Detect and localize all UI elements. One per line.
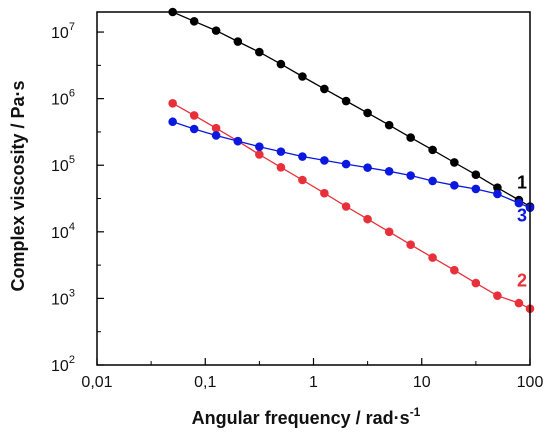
y-tick-label: 103	[51, 287, 75, 308]
data-point	[211, 123, 221, 133]
data-point	[320, 84, 329, 94]
data-point	[255, 150, 264, 159]
data-point	[363, 108, 372, 118]
data-point	[189, 17, 199, 26]
y-axis-label: Complex viscosity / Pa·s	[8, 80, 28, 291]
y-tick-label: 107	[51, 21, 75, 42]
data-point	[298, 152, 307, 161]
data-point	[428, 145, 437, 155]
data-point	[514, 298, 524, 308]
y-tick-label: 106	[51, 88, 75, 109]
data-point	[255, 142, 264, 151]
y-tick-label: 104	[51, 221, 75, 242]
data-point	[493, 291, 502, 300]
data-point	[493, 183, 502, 192]
data-point	[168, 117, 177, 127]
x-axis-label-text: Angular frequency / rad·s	[192, 408, 410, 428]
y-tick-exponent: 6	[69, 88, 75, 100]
data-point	[320, 188, 329, 198]
x-tick-label: 100	[517, 374, 544, 391]
series-label-3: 3	[517, 206, 527, 226]
series-label-2: 2	[517, 271, 527, 291]
y-tick-base: 10	[51, 158, 69, 175]
series-2: 2	[168, 99, 535, 314]
y-tick-base: 10	[51, 25, 69, 42]
y-tick-exponent: 7	[69, 21, 75, 33]
data-point	[406, 240, 415, 250]
data-point	[493, 189, 502, 199]
data-point	[341, 159, 351, 169]
x-tick-label: 0,01	[81, 374, 112, 391]
data-point	[255, 47, 264, 57]
data-point	[320, 156, 329, 165]
data-point	[428, 176, 437, 186]
data-point	[168, 99, 177, 108]
data-point	[341, 96, 351, 106]
data-point	[384, 167, 394, 176]
data-point	[189, 111, 199, 120]
data-point	[450, 180, 459, 190]
data-point	[189, 124, 199, 134]
data-point	[428, 253, 437, 262]
data-point	[450, 158, 459, 167]
y-tick-base: 10	[51, 92, 69, 109]
data-point	[276, 163, 286, 172]
y-tick-exponent: 2	[69, 354, 75, 366]
data-point	[450, 265, 459, 275]
data-point	[384, 227, 394, 237]
x-tick-label: 1	[309, 374, 318, 391]
data-point	[471, 170, 481, 180]
y-tick-exponent: 3	[69, 287, 75, 299]
x-tick-label: 0,1	[194, 374, 216, 391]
x-axis-label-superscript: -1	[410, 405, 421, 419]
y-tick-exponent: 4	[69, 221, 75, 233]
plot-frame	[96, 11, 531, 366]
data-point	[406, 171, 415, 180]
series-1: 1	[168, 7, 535, 211]
data-point	[233, 37, 243, 46]
y-tick-label: 105	[51, 154, 75, 175]
data-point	[276, 147, 286, 156]
data-point	[363, 163, 372, 172]
y-tick-base: 10	[51, 358, 69, 375]
data-point	[298, 72, 307, 81]
series-label-1: 1	[517, 172, 527, 192]
y-tick-base: 10	[51, 291, 69, 308]
plot-area: 1 2 3	[168, 7, 535, 314]
data-point	[471, 278, 481, 288]
x-tick-label: 10	[413, 374, 431, 391]
data-point	[406, 133, 415, 142]
data-point	[384, 120, 394, 130]
data-point	[341, 202, 351, 211]
y-tick-exponent: 5	[69, 154, 75, 166]
series-3: 3	[168, 117, 535, 226]
data-point	[298, 175, 307, 185]
data-point	[363, 214, 372, 224]
data-point	[211, 26, 221, 35]
data-point	[276, 59, 286, 69]
data-point	[233, 136, 243, 146]
data-point	[514, 198, 524, 208]
y-tick-label: 102	[51, 354, 75, 375]
x-axis-label: Angular frequency / rad·s-1	[192, 405, 421, 428]
series-line-2	[172, 102, 531, 310]
y-tick-base: 10	[51, 225, 69, 242]
data-point	[471, 184, 481, 194]
data-point	[211, 131, 221, 140]
